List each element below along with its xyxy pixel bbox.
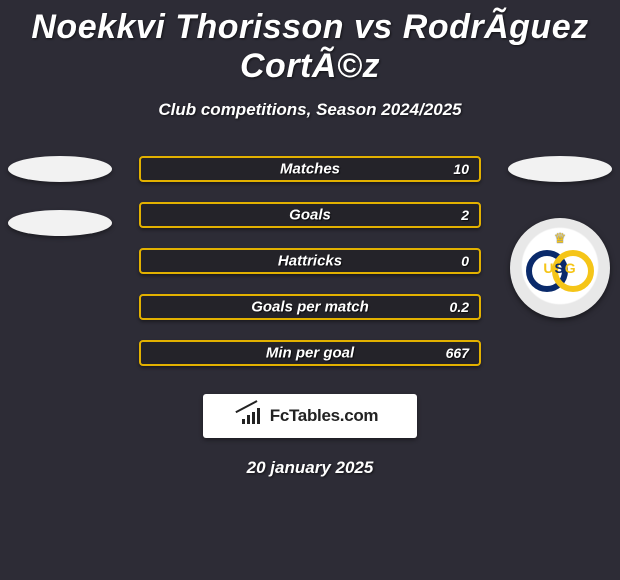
player-right-placeholder [508,156,612,182]
player-left-col [5,156,115,236]
stat-label: Goals [289,207,331,224]
stat-value-right: 2 [461,207,469,223]
snapshot-date: 20 january 2025 [0,458,620,478]
stat-row: Hattricks 0 [139,248,481,274]
stat-value-right: 10 [453,161,469,177]
crown-icon: ♛ [554,230,567,247]
subtitle: Club competitions, Season 2024/2025 [0,100,620,120]
stat-row: Min per goal 667 [139,340,481,366]
player-left-placeholder-1 [8,156,112,182]
stat-label: Hattricks [278,253,342,270]
comparison-content: ♛ USG Matches 10 Goals 2 Hattricks 0 Goa… [0,156,620,478]
stat-row: Goals 2 [139,202,481,228]
player-left-placeholder-2 [8,210,112,236]
stat-row: Matches 10 [139,156,481,182]
chart-icon [242,408,264,424]
stat-value-right: 667 [446,345,469,361]
stat-label: Matches [280,161,340,178]
player-right-col: ♛ USG [505,156,615,318]
stats-bars: Matches 10 Goals 2 Hattricks 0 Goals per… [139,156,481,366]
club-badge: ♛ USG [510,218,610,318]
badge-letters: USG [543,260,576,276]
stat-row: Goals per match 0.2 [139,294,481,320]
site-logo[interactable]: FcTables.com [203,394,417,438]
stat-label: Goals per match [251,299,369,316]
logo-text: FcTables.com [270,406,379,426]
page-title: Noekkvi Thorisson vs RodrÃ­guez CortÃ©z [0,0,620,86]
stat-value-right: 0 [461,253,469,269]
stat-label: Min per goal [266,345,354,362]
stat-value-right: 0.2 [450,299,469,315]
